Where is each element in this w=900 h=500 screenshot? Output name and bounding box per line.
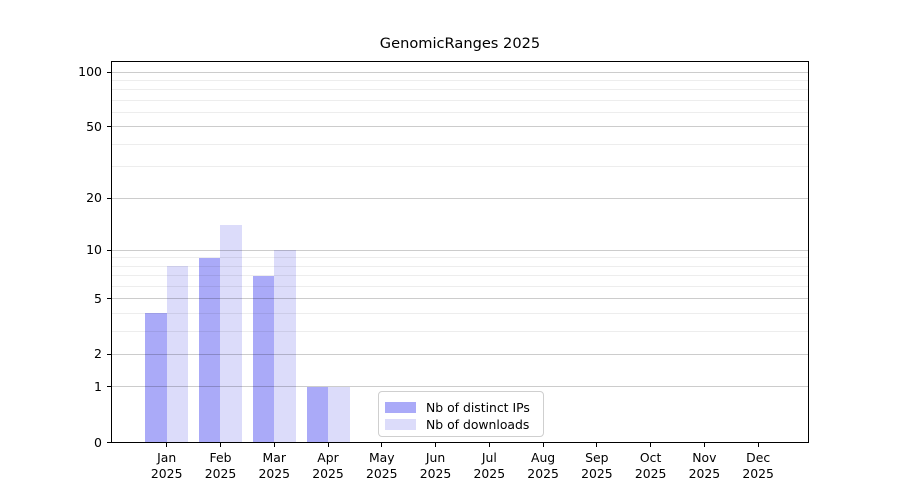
x-tick-month: Oct (639, 450, 662, 465)
x-tick-year: 2025 (634, 465, 667, 481)
x-tick-label: Jun 2025 (420, 450, 452, 481)
legend-item-distinct-ips: Nb of distinct IPs (385, 399, 535, 416)
x-tick (757, 442, 759, 447)
gridline-minor (112, 112, 808, 114)
legend-swatch-distinct-ips (385, 402, 416, 413)
x-tick-month: Jan (157, 450, 177, 465)
y-tick-label: 1 (94, 378, 102, 394)
bar-nb-of-distinct-ips-apr (306, 386, 328, 442)
x-tick-label: Aug 2025 (527, 450, 559, 481)
x-tick-month: Jul (481, 450, 497, 465)
x-tick-year: 2025 (258, 465, 291, 481)
x-tick-month: Sep (585, 450, 609, 465)
bar-nb-of-distinct-ips-mar (252, 275, 275, 442)
x-tick-label: Jul 2025 (474, 450, 506, 481)
x-tick-month: Nov (692, 450, 717, 465)
y-tick (107, 353, 111, 355)
legend-label-downloads: Nb of downloads (426, 417, 530, 432)
x-tick-month: Mar (262, 450, 286, 465)
gridline-major (112, 126, 808, 128)
x-tick-year: 2025 (419, 465, 452, 481)
x-tick-month: May (368, 450, 395, 465)
x-tick-year: 2025 (473, 465, 506, 481)
x-tick-year: 2025 (688, 465, 721, 481)
x-tick-month: Jun (425, 450, 446, 465)
bar-nb-of-distinct-ips-feb (198, 257, 221, 442)
gridline-minor (112, 166, 808, 168)
y-tick-label: 5 (94, 290, 102, 306)
x-tick-label: Dec 2025 (742, 450, 774, 481)
gridline-major (112, 249, 808, 251)
y-tick (107, 71, 111, 73)
bar-nb-of-distinct-ips-jan (145, 313, 167, 442)
legend-label-distinct-ips: Nb of distinct IPs (426, 400, 530, 415)
x-tick-label: Jan 2025 (151, 450, 183, 481)
x-tick-label: Apr 2025 (312, 450, 344, 481)
bar-nb-of-downloads-jan (166, 266, 189, 442)
y-tick-label: 0 (94, 434, 102, 450)
x-tick (596, 442, 598, 447)
x-tick-year: 2025 (742, 465, 774, 481)
x-tick (166, 442, 168, 447)
x-tick (219, 442, 221, 447)
gridline-minor (112, 89, 808, 91)
x-tick (488, 442, 490, 447)
gridline-minor (112, 99, 808, 101)
legend-item-downloads: Nb of downloads (385, 416, 535, 433)
legend-swatch-downloads (385, 419, 416, 430)
gridline-minor (112, 79, 808, 81)
y-tick-label: 100 (78, 64, 102, 80)
x-tick-label: Sep 2025 (581, 450, 613, 481)
y-tick (107, 126, 111, 128)
chart-title: GenomicRanges 2025 (379, 35, 541, 52)
x-tick-month: Aug (530, 450, 556, 465)
x-tick-month: Feb (209, 450, 232, 465)
x-tick-year: 2025 (581, 465, 613, 481)
x-tick-month: Dec (746, 450, 771, 465)
y-tick (107, 386, 111, 388)
y-tick-label: 50 (86, 118, 102, 134)
x-tick-label: Feb 2025 (205, 450, 237, 481)
y-tick (107, 442, 111, 443)
x-tick (542, 442, 544, 447)
x-tick (435, 442, 437, 447)
y-tick-label: 2 (94, 346, 102, 362)
x-tick-label: Oct 2025 (635, 450, 667, 481)
x-tick-year: 2025 (312, 465, 344, 481)
x-tick (273, 442, 275, 447)
x-tick (327, 442, 329, 447)
y-tick (107, 249, 111, 251)
y-tick-label: 10 (86, 242, 102, 258)
y-tick (107, 298, 111, 300)
bar-nb-of-downloads-feb (220, 225, 242, 442)
x-tick (703, 442, 705, 447)
x-tick (650, 442, 652, 447)
gridline-minor (112, 143, 808, 145)
y-tick (107, 197, 111, 199)
x-tick-year: 2025 (527, 465, 559, 481)
bar-nb-of-downloads-mar (274, 250, 296, 442)
x-tick-label: May 2025 (366, 450, 398, 481)
gridline-major (112, 71, 808, 73)
x-tick-month: Apr (317, 450, 339, 465)
x-tick-year: 2025 (204, 465, 237, 481)
x-tick (381, 442, 383, 447)
y-tick-label: 20 (86, 190, 102, 206)
x-tick-label: Nov 2025 (689, 450, 721, 481)
plot-area: 0 1 2 5 10 20 50 100 Jan 2025 Feb 2025 Mar 2025 Apr 202… (78, 61, 809, 481)
x-tick-year: 2025 (150, 465, 183, 481)
gridline-major (112, 197, 808, 199)
legend: Nb of distinct IPs Nb of downloads (378, 391, 544, 437)
x-tick-label: Mar 2025 (258, 450, 290, 481)
bar-nb-of-downloads-apr (328, 386, 350, 442)
x-tick-year: 2025 (365, 465, 398, 481)
